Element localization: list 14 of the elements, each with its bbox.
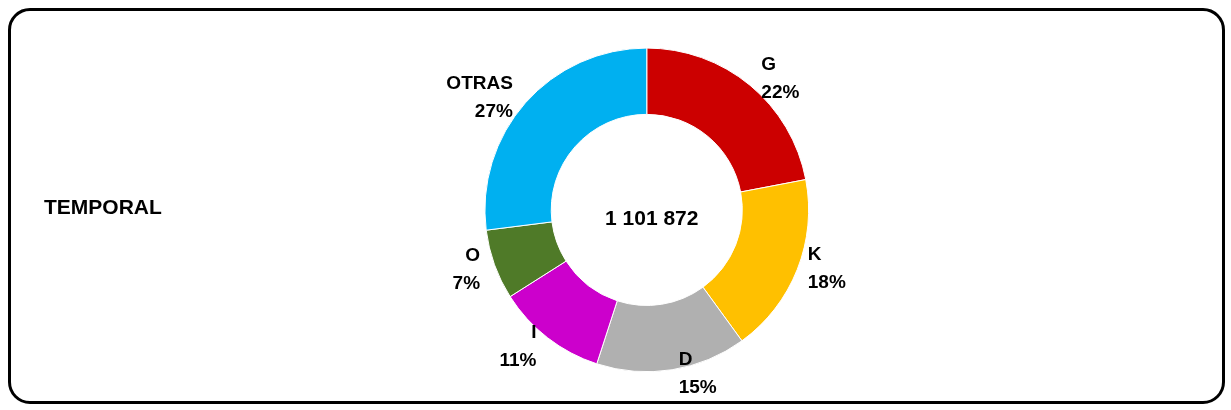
slice-label: O bbox=[465, 243, 481, 265]
data-label: 7% bbox=[452, 271, 481, 293]
slice-label: K bbox=[807, 243, 822, 265]
slice-label: OTRAS bbox=[446, 71, 513, 93]
data-label: 11% bbox=[499, 349, 537, 371]
data-label: 22% bbox=[761, 80, 800, 102]
slice-label: G bbox=[761, 52, 777, 74]
slice-label: I bbox=[531, 321, 537, 343]
data-label: 18% bbox=[807, 271, 846, 293]
data-label: 15% bbox=[678, 375, 717, 397]
data-label: 27% bbox=[474, 99, 513, 121]
text: 1 101 872 bbox=[605, 206, 699, 230]
text: TEMPORAL bbox=[44, 194, 162, 218]
slice-label: D bbox=[678, 347, 693, 369]
